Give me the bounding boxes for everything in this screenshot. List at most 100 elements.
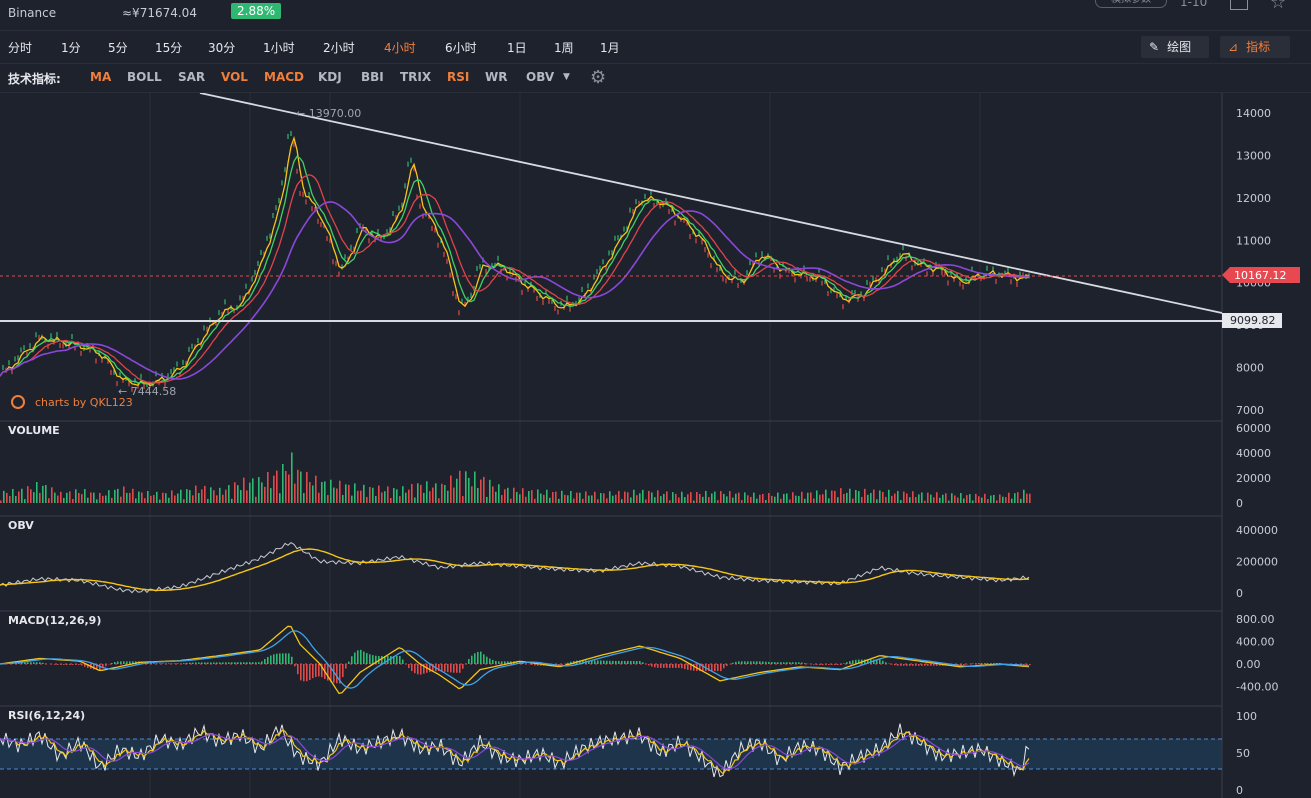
volume-bar — [717, 500, 719, 503]
volume-bar — [984, 493, 986, 503]
macd-hist-bar — [876, 659, 878, 664]
indicator-obv[interactable]: OBV — [526, 70, 555, 84]
macd-hist-bar — [249, 662, 251, 664]
indicator-bbi[interactable]: BBI — [361, 70, 384, 84]
draw-label: 绘图 — [1167, 40, 1192, 54]
volume-bar — [519, 494, 521, 503]
chart-area[interactable]: 1400013000120001100010000900080007000 ← … — [0, 93, 1311, 798]
volume-axis-tick: 0 — [1236, 497, 1243, 510]
volume-bar — [6, 492, 8, 503]
volume-bar — [807, 492, 809, 503]
indicator-wr[interactable]: WR — [485, 70, 508, 84]
volume-bar — [99, 492, 101, 503]
period-tab-10[interactable]: 1周 — [554, 41, 574, 55]
macd-hist-bar — [114, 662, 116, 664]
volume-bar — [201, 489, 203, 503]
volume-bar — [162, 492, 164, 503]
draw-button[interactable]: ✎ 绘图 — [1141, 36, 1209, 58]
macd-hist-bar — [798, 662, 800, 664]
macd-hist-bar — [720, 664, 722, 672]
obv-ma-line — [0, 548, 1029, 592]
period-tab-7[interactable]: 4小时 — [384, 41, 416, 55]
star-icon[interactable]: ☆ — [1270, 0, 1287, 13]
low-label: ← 7444.58 — [118, 385, 176, 398]
macd-hist-bar — [303, 664, 305, 682]
volume-bar — [318, 492, 320, 503]
indicator-sar[interactable]: SAR — [178, 70, 206, 84]
indicators-button[interactable]: ⊿ 指标 — [1220, 36, 1290, 58]
price-axis-tick: 12000 — [1236, 192, 1271, 205]
current-price-tag: 10167.12 — [1222, 267, 1300, 283]
period-tab-3[interactable]: 15分 — [155, 41, 183, 55]
volume-bar — [714, 491, 716, 503]
macd-hist-bar — [606, 660, 608, 664]
volume-bar — [570, 490, 572, 503]
macd-hist-bar — [912, 664, 914, 666]
indicator-trix[interactable]: TRIX — [400, 70, 432, 84]
price-axis-tick: 7000 — [1236, 404, 1264, 417]
volume-bar — [795, 495, 797, 503]
indicator-boll[interactable]: BOLL — [127, 70, 162, 84]
indicator-ma[interactable]: MA — [90, 70, 112, 84]
volume-bar — [270, 488, 272, 503]
macd-hist-bar — [204, 662, 206, 664]
volume-bar — [546, 489, 548, 503]
volume-bar — [684, 497, 686, 503]
indicator-rsi[interactable]: RSI — [447, 70, 470, 84]
volume-bar — [288, 474, 290, 503]
macd-hist-bar — [654, 664, 656, 668]
macd-hist-bar — [1029, 664, 1031, 666]
period-tab-0[interactable]: 分时 — [8, 41, 33, 55]
volume-bar — [888, 489, 890, 503]
indicator-macd[interactable]: MACD — [264, 70, 304, 84]
ma-mid-line — [0, 155, 1030, 385]
macd-hist-bar — [501, 661, 503, 664]
macd-hist-bar — [396, 656, 398, 664]
volume-bar — [348, 484, 350, 503]
volume-bar — [465, 471, 467, 503]
volume-axis-tick: 20000 — [1236, 472, 1271, 485]
volume-bar — [42, 485, 44, 503]
macd-hist-bar — [399, 656, 401, 664]
volume-bar — [918, 494, 920, 503]
volume-bar — [954, 495, 956, 503]
volume-bar — [1008, 492, 1010, 503]
settings-pill-button[interactable]: 模拟参数 — [1095, 0, 1167, 8]
macd-hist-bar — [234, 662, 236, 664]
volume-bar — [657, 490, 659, 503]
volume-bar — [147, 491, 149, 503]
macd-hist-bar — [588, 660, 590, 664]
volume-bar — [60, 491, 62, 503]
period-tab-1[interactable]: 1分 — [61, 41, 81, 55]
volume-bar — [537, 489, 539, 503]
volume-axis-tick: 40000 — [1236, 447, 1271, 460]
volume-bar — [576, 492, 578, 503]
volume-bar — [534, 498, 536, 503]
period-tab-4[interactable]: 30分 — [208, 41, 236, 55]
macd-hist-bar — [348, 661, 350, 664]
fullscreen-icon[interactable] — [1230, 0, 1248, 10]
gear-icon[interactable]: ⚙ — [590, 67, 607, 88]
macd-hist-bar — [708, 664, 710, 672]
period-tab-11[interactable]: 1月 — [600, 41, 620, 55]
macd-hist-bar — [477, 651, 479, 664]
period-tab-9[interactable]: 1日 — [507, 41, 527, 55]
period-tab-5[interactable]: 1小时 — [263, 41, 295, 55]
macd-hist-bar — [618, 660, 620, 664]
volume-bar — [507, 487, 509, 503]
chevron-down-icon[interactable]: ▼ — [563, 72, 570, 82]
volume-bar — [1017, 492, 1019, 503]
rsi-axis-tick: 50 — [1236, 747, 1250, 760]
period-tab-8[interactable]: 6小时 — [445, 41, 477, 55]
indicator-kdj[interactable]: KDJ — [318, 70, 342, 84]
volume-bar — [63, 497, 65, 503]
indicator-vol[interactable]: VOL — [221, 70, 248, 84]
period-tab-2[interactable]: 5分 — [108, 41, 128, 55]
period-tab-6[interactable]: 2小时 — [323, 41, 355, 55]
volume-bar — [600, 493, 602, 503]
macd-hist-bar — [879, 659, 881, 664]
volume-bar — [186, 489, 188, 503]
volume-bar — [870, 493, 872, 503]
watermark-text: charts by QKL123 — [35, 396, 133, 409]
macd-hist-bar — [219, 662, 221, 664]
